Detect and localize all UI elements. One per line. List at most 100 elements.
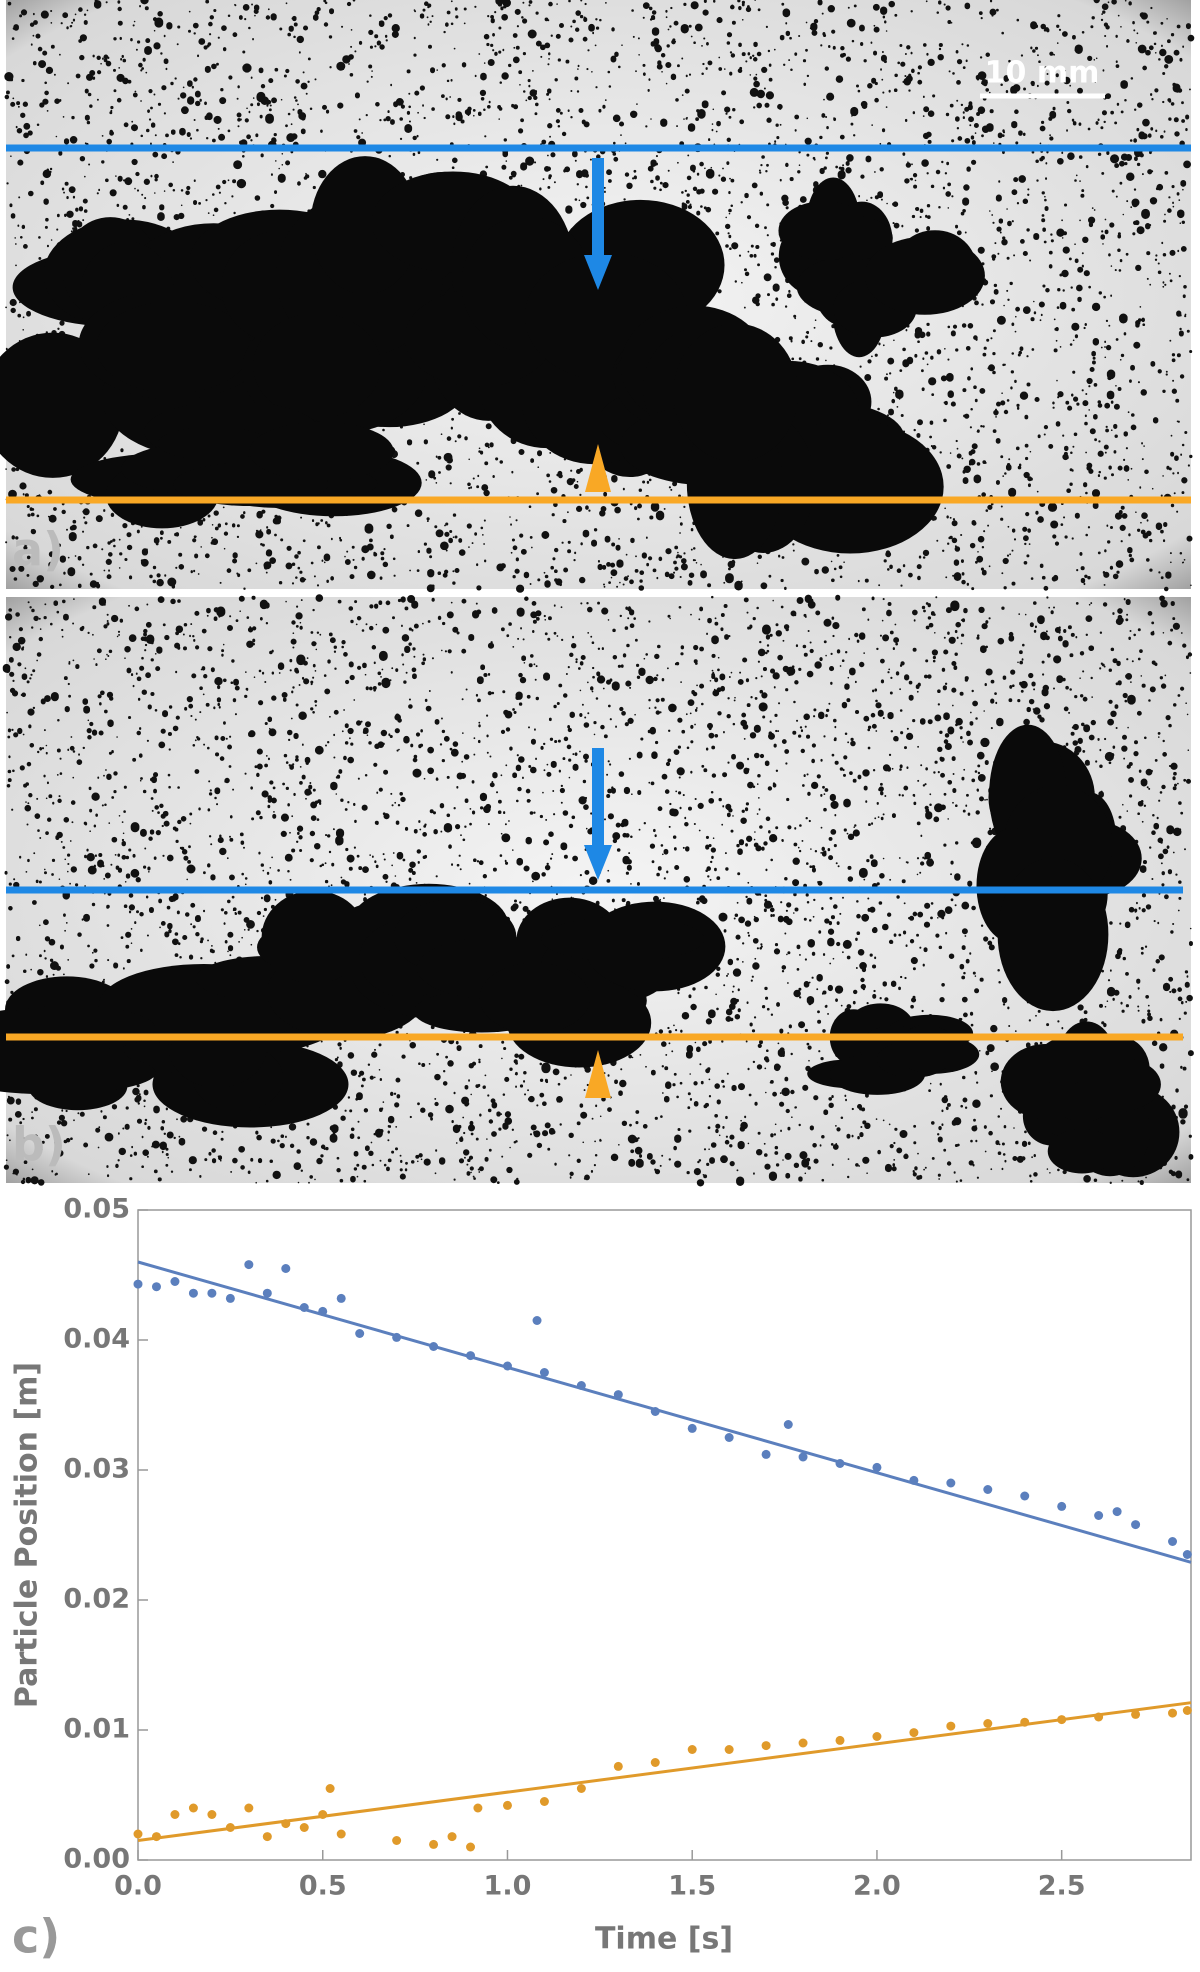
data-point: [946, 1721, 956, 1731]
data-point: [262, 1832, 272, 1842]
data-point: [188, 1288, 198, 1298]
cluster: [96, 301, 252, 394]
cluster: [778, 201, 870, 261]
cluster: [997, 857, 1109, 1012]
data-point: [502, 1800, 512, 1810]
data-point: [1168, 1537, 1178, 1546]
y-tick-label: 0.00: [63, 1844, 130, 1875]
x-tick-label: 0.5: [299, 1871, 347, 1902]
photo-overlay: 10 mm a) b): [6, 56, 1191, 1172]
cluster: [895, 1026, 959, 1073]
cluster: [1037, 1038, 1091, 1086]
data-point: [207, 1288, 217, 1298]
y-tick-label: 0.04: [63, 1324, 130, 1355]
cluster: [261, 890, 367, 984]
data-point: [1131, 1709, 1141, 1719]
data-point: [539, 1368, 549, 1377]
data-point: [244, 1803, 254, 1813]
data-point: [207, 1810, 217, 1819]
data-point: [687, 1423, 697, 1433]
data-point: [473, 1803, 483, 1813]
data-point: [466, 1842, 476, 1852]
y-tick-label: 0.05: [63, 1194, 130, 1225]
x-tick-label: 1.0: [484, 1871, 532, 1902]
cluster: [0, 1050, 156, 1095]
x-tick-label: 1.5: [668, 1871, 716, 1902]
data-point: [532, 1316, 542, 1325]
data-point: [539, 1797, 549, 1806]
data-point: [133, 1829, 143, 1839]
data-point: [576, 1784, 586, 1793]
data-point: [798, 1452, 808, 1462]
data-point: [1112, 1507, 1122, 1517]
data-point: [946, 1478, 956, 1488]
arrow-head: [585, 444, 611, 492]
cluster: [541, 916, 705, 962]
data-point: [133, 1279, 143, 1289]
data-point: [355, 1329, 365, 1338]
data-point: [724, 1433, 734, 1442]
y-axis-label: Particle Position [m]: [10, 1362, 45, 1708]
data-point: [392, 1836, 402, 1845]
data-point: [170, 1810, 180, 1819]
arrow-head: [585, 1050, 611, 1098]
y-tick-label: 0.01: [63, 1714, 130, 1745]
data-point: [872, 1462, 882, 1472]
y-tick-label: 0.03: [63, 1454, 130, 1485]
data-point: [429, 1839, 439, 1849]
cluster: [479, 962, 590, 1034]
data-point: [281, 1264, 291, 1273]
data-point: [1131, 1520, 1141, 1530]
data-point: [244, 1260, 254, 1270]
y-tick-label: 0.02: [63, 1584, 130, 1615]
plot-frame: [137, 1209, 1192, 1861]
x-tick-label: 0.0: [114, 1871, 162, 1902]
scale-label: 10 mm: [985, 56, 1100, 91]
cluster: [864, 236, 985, 315]
particle-dots: [4, 0, 1195, 593]
data-point: [325, 1784, 335, 1793]
data-point: [835, 1735, 845, 1745]
data-point: [170, 1277, 180, 1286]
data-point: [1057, 1501, 1067, 1511]
particles: [0, 0, 1195, 593]
cluster: [1047, 1128, 1117, 1174]
data-point: [336, 1293, 346, 1303]
arrow-head: [584, 845, 612, 880]
fit-line: [137, 1701, 1192, 1842]
data-point: [783, 1420, 793, 1429]
data-point: [188, 1803, 198, 1813]
data-point: [447, 1832, 457, 1842]
data-point: [983, 1719, 993, 1728]
chart: c) Time [s] Particle Position [m] 0.0 0.5…: [10, 1194, 1192, 1964]
data-point: [798, 1738, 808, 1748]
cluster: [253, 313, 381, 419]
data-point: [983, 1485, 993, 1494]
fit-line: [137, 1260, 1192, 1564]
data-point: [1182, 1550, 1192, 1559]
x-tick-label: 2.5: [1038, 1871, 1086, 1902]
data-point: [872, 1732, 882, 1741]
data-point: [613, 1761, 623, 1771]
data-point: [724, 1745, 734, 1754]
data-point: [1020, 1491, 1030, 1501]
cluster: [157, 426, 270, 461]
data-point: [1168, 1708, 1178, 1718]
cluster: [673, 323, 799, 463]
panel-label: c): [12, 1910, 60, 1964]
data-point: [1094, 1511, 1104, 1520]
cluster: [249, 421, 394, 481]
data-point: [687, 1745, 697, 1754]
data-point: [336, 1829, 346, 1839]
data-point: [650, 1758, 660, 1767]
data-point: [225, 1293, 235, 1303]
arrow-head: [584, 255, 612, 290]
data-point: [262, 1288, 272, 1298]
panel-label: b): [12, 1118, 66, 1172]
data-point: [299, 1823, 309, 1832]
data-point: [761, 1449, 771, 1459]
data-point: [1182, 1706, 1192, 1715]
x-axis-label: Time [s]: [595, 1922, 733, 1957]
data-point: [761, 1741, 771, 1751]
